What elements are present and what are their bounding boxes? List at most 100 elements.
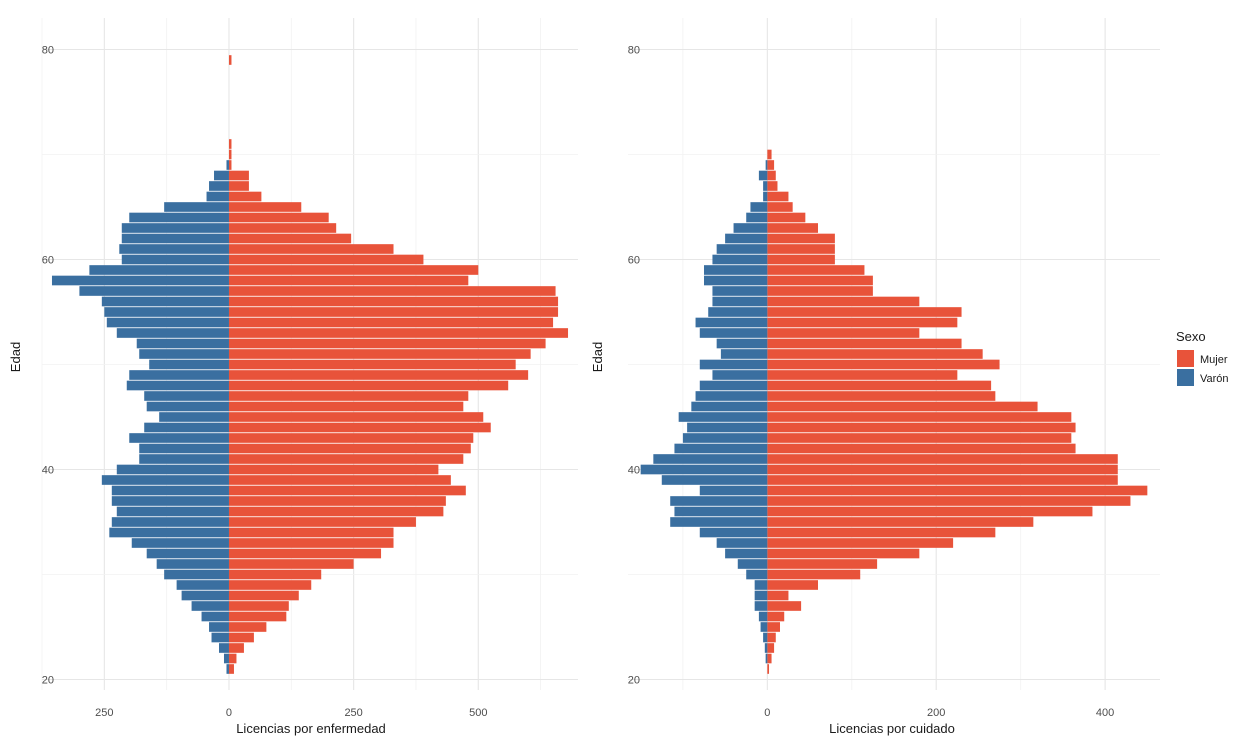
bar-varon — [201, 611, 229, 622]
bar-mujer — [767, 632, 776, 643]
bar-varon — [754, 601, 768, 611]
bar-varon — [209, 622, 229, 632]
bar-varon — [699, 359, 768, 370]
bar-mujer — [767, 653, 772, 664]
bar-mujer — [228, 254, 424, 265]
bar-varon — [691, 401, 768, 412]
bar-mujer — [228, 653, 237, 664]
bar-mujer — [767, 233, 835, 244]
bar-mujer — [767, 286, 873, 296]
bar-mujer — [767, 296, 920, 307]
bar-mujer — [767, 433, 1072, 443]
bar-mujer — [228, 328, 569, 338]
bar-varon — [164, 202, 229, 212]
bar-mujer — [767, 170, 776, 181]
bar-varon — [116, 506, 229, 517]
bar-mujer — [228, 317, 554, 328]
bar-varon — [121, 223, 229, 233]
bar-mujer — [228, 433, 474, 443]
bar-varon — [206, 191, 229, 202]
bar-mujer — [767, 181, 778, 191]
bar-mujer — [228, 349, 531, 359]
x-tick-label: 250 — [344, 707, 362, 719]
bar-mujer — [228, 454, 464, 464]
bar-mujer — [228, 611, 287, 622]
bar-varon — [746, 569, 768, 580]
bar-mujer — [228, 601, 289, 611]
bar-varon — [764, 643, 768, 653]
bar-mujer — [228, 307, 559, 317]
bar-mujer — [228, 265, 479, 275]
bar-mujer — [228, 664, 234, 674]
bar-varon — [699, 380, 768, 391]
bar-varon — [682, 433, 768, 443]
bar-mujer — [228, 632, 254, 643]
bar-varon — [687, 422, 768, 433]
bar-mujer — [228, 580, 312, 590]
bar-varon — [704, 265, 768, 275]
bar-varon — [699, 328, 768, 338]
bar-mujer — [767, 202, 793, 212]
bar-mujer — [228, 338, 546, 349]
bar-varon — [653, 454, 768, 464]
x-axis-title: Licencias por cuidado — [829, 721, 955, 736]
bar-varon — [708, 307, 768, 317]
bar-varon — [754, 590, 768, 601]
bar-varon — [119, 244, 229, 254]
bar-varon — [146, 401, 229, 412]
legend-title: Sexo — [1176, 329, 1206, 344]
bar-mujer — [767, 338, 962, 349]
bar-varon — [121, 233, 229, 244]
bar-varon — [678, 412, 768, 422]
bar-mujer — [228, 202, 302, 212]
bar-varon — [712, 286, 768, 296]
bar-varon — [758, 611, 768, 622]
bar-varon — [758, 170, 768, 181]
bar-varon — [209, 181, 229, 191]
bar-mujer — [767, 622, 780, 632]
bar-mujer — [767, 160, 775, 170]
bar-varon — [191, 601, 229, 611]
bar-mujer — [228, 401, 464, 412]
bar-varon — [695, 317, 768, 328]
bar-varon — [106, 317, 229, 328]
x-tick-label: 500 — [469, 707, 487, 719]
legend-label-varon: Varón — [1200, 373, 1229, 385]
bar-mujer — [767, 422, 1076, 433]
bar-varon — [51, 275, 229, 286]
y-tick-label: 40 — [42, 465, 54, 477]
bar-mujer — [228, 475, 451, 485]
legend-swatch-mujer — [1177, 350, 1194, 367]
bar-varon — [699, 527, 768, 538]
bar-varon — [712, 254, 768, 265]
bar-mujer — [767, 590, 789, 601]
bar-mujer — [228, 527, 394, 538]
bar-varon — [760, 622, 768, 632]
x-tick-label: 0 — [764, 707, 770, 719]
bar-varon — [661, 475, 768, 485]
bar-varon — [139, 349, 229, 359]
bar-varon — [144, 391, 229, 401]
bar-varon — [712, 296, 768, 307]
bar-mujer — [767, 517, 1034, 527]
bar-varon — [109, 527, 229, 538]
bar-mujer — [767, 359, 1000, 370]
bar-varon — [720, 349, 768, 359]
bar-mujer — [767, 212, 806, 223]
x-tick-label: 400 — [1096, 707, 1114, 719]
bar-varon — [144, 422, 229, 433]
y-tick-label: 20 — [42, 675, 54, 687]
bar-mujer — [767, 601, 802, 611]
bar-mujer — [228, 233, 352, 244]
bar-mujer — [767, 611, 785, 622]
bar-mujer — [767, 643, 775, 653]
bar-varon — [226, 664, 229, 674]
bar-mujer — [767, 254, 835, 265]
bar-mujer — [228, 590, 299, 601]
bar-varon — [763, 181, 768, 191]
bar-mujer — [767, 454, 1118, 464]
bar-mujer — [767, 485, 1148, 496]
bar-mujer — [767, 265, 865, 275]
bar-varon — [716, 244, 768, 254]
bar-mujer — [228, 170, 249, 181]
